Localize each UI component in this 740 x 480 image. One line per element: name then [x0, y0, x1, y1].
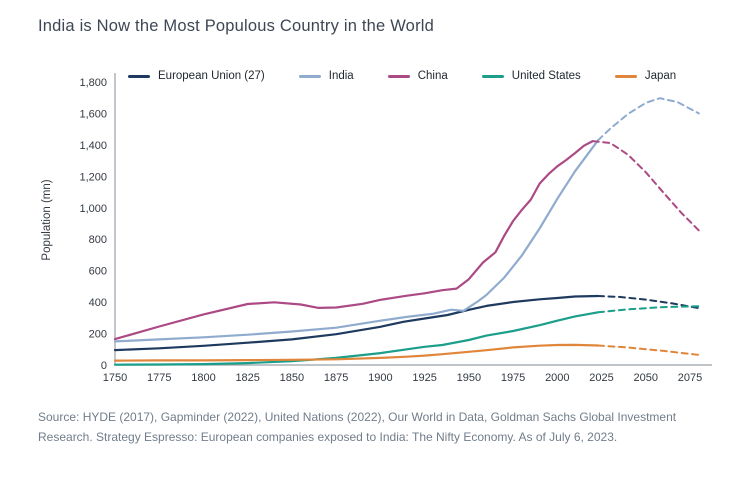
x-tick-label: 1900: [368, 372, 392, 384]
legend-item-us: United States: [481, 70, 581, 82]
legend-label: United States: [511, 70, 581, 82]
series-projection-japan: [597, 344, 700, 356]
y-tick-label: 1,600: [79, 108, 107, 120]
series-line-japan: [113, 343, 600, 362]
legend-swatch-us: [481, 74, 504, 78]
y-tick-label: 1,200: [79, 171, 107, 183]
chart-legend: European Union (27) India China United Stat…: [128, 70, 676, 82]
x-tick-label: 1850: [280, 372, 304, 384]
series-line-china: [113, 140, 594, 341]
legend-label: Japan: [644, 70, 677, 82]
legend-item-eu: European Union (27): [128, 70, 265, 82]
legend-item-japan: Japan: [614, 70, 677, 82]
y-tick-label: 200: [89, 329, 107, 341]
chart-title: India is Now the Most Populous Country i…: [38, 17, 435, 35]
x-tick-label: 2050: [634, 372, 658, 384]
x-tick-label: 1800: [191, 372, 215, 384]
series-line-india: [113, 139, 600, 343]
x-tick-label: 2000: [545, 372, 569, 384]
y-tick-label: 1,000: [79, 203, 107, 215]
y-tick-label: 400: [89, 297, 107, 309]
legend-label: China: [417, 70, 448, 82]
series-projection-eu: [597, 295, 700, 310]
legend-swatch-eu: [128, 74, 150, 78]
x-tick-label: 1775: [147, 372, 171, 384]
x-tick-label: 2025: [589, 372, 613, 384]
series-projection-us: [597, 305, 700, 314]
series-projection-china: [591, 140, 700, 232]
series-projection-india: [597, 97, 700, 142]
legend-item-china: China: [387, 70, 448, 82]
x-tick-label: 1925: [412, 372, 436, 384]
series-line-eu: [113, 294, 600, 352]
legend-item-india: India: [298, 70, 354, 82]
y-tick-label: 600: [89, 266, 107, 278]
legend-label: European Union (27): [158, 70, 265, 82]
x-tick-label: 1950: [457, 372, 481, 384]
y-tick-label: 0: [101, 360, 107, 372]
x-tick-label: 1825: [235, 372, 259, 384]
source-note: Source: HYDE (2017), Gapminder (2022), U…: [38, 410, 677, 444]
series-line-us: [113, 311, 600, 366]
y-tick-label: 800: [89, 234, 107, 246]
x-tick-label: 1750: [103, 372, 127, 384]
y-tick-label: 1,800: [79, 77, 107, 89]
legend-swatch-india: [298, 74, 321, 78]
legend-label: India: [328, 70, 354, 82]
x-tick-label: 1875: [324, 372, 348, 384]
legend-swatch-japan: [614, 74, 637, 78]
legend-swatch-china: [387, 74, 410, 78]
y-tick-label: 1,400: [79, 140, 107, 152]
y-axis-label: Population (mn): [41, 179, 53, 261]
x-tick-label: 1975: [501, 372, 525, 384]
x-tick-label: 2075: [678, 372, 702, 384]
